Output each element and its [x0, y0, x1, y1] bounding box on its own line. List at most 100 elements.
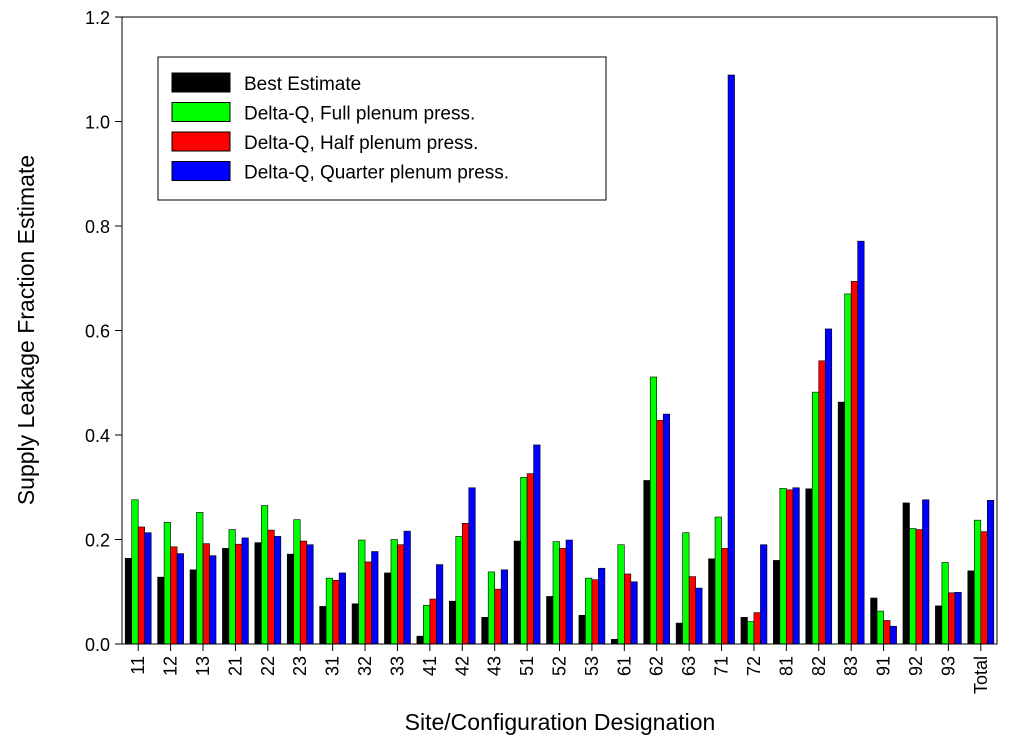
bar-31-series-2: [325, 577, 333, 645]
bar-93-series-4: [954, 591, 962, 645]
bar-82-series-1: [805, 488, 813, 645]
bar-42-series-3: [461, 523, 470, 645]
y-tick-label: 0.4: [85, 426, 110, 446]
x-tick-label: 52: [550, 656, 570, 676]
legend-swatch: [171, 131, 231, 152]
bar-Total-series-4: [986, 500, 995, 645]
bar-82-series-2: [811, 391, 820, 645]
y-tick-label: 1.0: [85, 113, 110, 133]
bar-11-series-3: [137, 526, 146, 645]
bar-12-series-2: [163, 521, 171, 645]
bar-72-series-1: [740, 617, 748, 645]
bar-22-series-2: [261, 505, 269, 645]
x-tick-label: 21: [225, 656, 245, 676]
y-tick-label: 0.8: [85, 217, 110, 237]
bar-12-series-3: [170, 546, 178, 645]
bar-62-series-2: [649, 376, 658, 645]
bar-83-series-4: [857, 240, 865, 645]
y-tick-label: 0.2: [85, 531, 110, 551]
x-tick-label: 71: [712, 656, 732, 676]
bar-53-series-4: [598, 567, 606, 645]
bar-61-series-2: [617, 544, 625, 645]
bar-41-series-3: [429, 598, 437, 645]
bar-81-series-3: [786, 489, 794, 645]
bar-Total-series-3: [980, 531, 988, 645]
x-tick-label: 62: [647, 656, 667, 676]
bar-81-series-4: [792, 487, 800, 645]
bar-21-series-2: [228, 529, 236, 645]
y-axis-label: Supply Leakage Fraction Estimate: [13, 155, 39, 505]
bar-63-series-3: [688, 576, 696, 645]
bar-83-series-3: [850, 281, 858, 645]
bar-72-series-4: [760, 544, 768, 645]
bar-12-series-4: [176, 553, 184, 645]
bar-32-series-3: [364, 561, 372, 645]
bar-62-series-4: [662, 413, 671, 645]
x-axis-label: Site/Configuration Designation: [405, 709, 716, 735]
bar-71-series-2: [714, 516, 722, 645]
bar-82-series-3: [818, 360, 826, 645]
bar-31-series-1: [319, 606, 327, 645]
bar-31-series-3: [332, 579, 340, 645]
x-tick-label: Total: [971, 656, 991, 694]
bar-23-series-4: [306, 544, 314, 645]
bar-22-series-3: [267, 529, 275, 645]
bar-21-series-1: [222, 548, 230, 645]
bar-53-series-2: [585, 577, 593, 645]
bar-92-series-1: [902, 502, 910, 645]
bar-21-series-4: [241, 537, 249, 645]
legend-label: Delta-Q, Full plenum press.: [244, 104, 475, 125]
bar-81-series-1: [773, 560, 781, 645]
bar-92-series-3: [915, 529, 923, 645]
bar-51-series-1: [513, 540, 521, 645]
bar-91-series-4: [889, 625, 897, 645]
x-tick-label: 82: [809, 656, 829, 676]
bar-41-series-1: [416, 635, 424, 645]
bar-41-series-4: [436, 564, 444, 645]
bar-51-series-2: [520, 477, 528, 645]
bar-33-series-3: [397, 544, 405, 645]
bar-31-series-4: [338, 572, 346, 645]
bar-33-series-2: [390, 539, 398, 645]
bar-91-series-2: [876, 610, 884, 645]
bar-33-series-1: [384, 572, 392, 645]
bar-22-series-1: [254, 542, 262, 645]
bars-layer: [124, 74, 995, 645]
bar-61-series-1: [611, 638, 619, 645]
x-tick-label: 72: [744, 656, 764, 676]
bar-63-series-4: [695, 587, 703, 645]
bar-11-series-4: [144, 532, 152, 645]
x-axis: 11 12 13 21 22 23 31 32 33 41 42 43 51 52 53 61 62 63 71 72…: [128, 644, 991, 694]
bar-61-series-4: [630, 581, 638, 645]
bar-42-series-2: [455, 536, 463, 645]
x-tick-label: 93: [938, 656, 958, 676]
bar-81-series-2: [779, 487, 787, 645]
bar-13-series-4: [209, 555, 217, 645]
x-tick-label: 43: [485, 656, 505, 676]
bar-52-series-3: [559, 548, 567, 645]
bar-22-series-4: [274, 536, 282, 645]
bar-62-series-3: [656, 420, 664, 645]
bar-83-series-1: [837, 401, 845, 645]
bar-23-series-3: [299, 540, 308, 645]
bar-43-series-4: [500, 569, 508, 645]
legend: Best Estimate Delta-Q, Full plenum press.…: [157, 56, 607, 201]
bar-83-series-2: [844, 293, 852, 645]
bar-53-series-3: [591, 579, 599, 645]
bar-63-series-1: [675, 622, 683, 645]
bar-61-series-3: [624, 573, 632, 645]
bar-41-series-2: [423, 605, 431, 645]
bar-52-series-4: [565, 539, 573, 645]
x-tick-label: 41: [420, 656, 440, 676]
bar-71-series-1: [708, 558, 716, 645]
bar-23-series-2: [293, 519, 301, 645]
bar-42-series-4: [468, 487, 476, 645]
bar-13-series-2: [196, 512, 204, 645]
bar-23-series-1: [286, 553, 295, 645]
bar-21-series-3: [235, 543, 243, 645]
y-axis: 0.0 0.2 0.4 0.6 0.8 1.0 1.2: [85, 8, 122, 655]
x-tick-label: 92: [906, 656, 926, 676]
bar-62-series-1: [643, 480, 651, 645]
bar-Total-series-2: [973, 519, 982, 645]
bar-63-series-2: [682, 532, 690, 645]
